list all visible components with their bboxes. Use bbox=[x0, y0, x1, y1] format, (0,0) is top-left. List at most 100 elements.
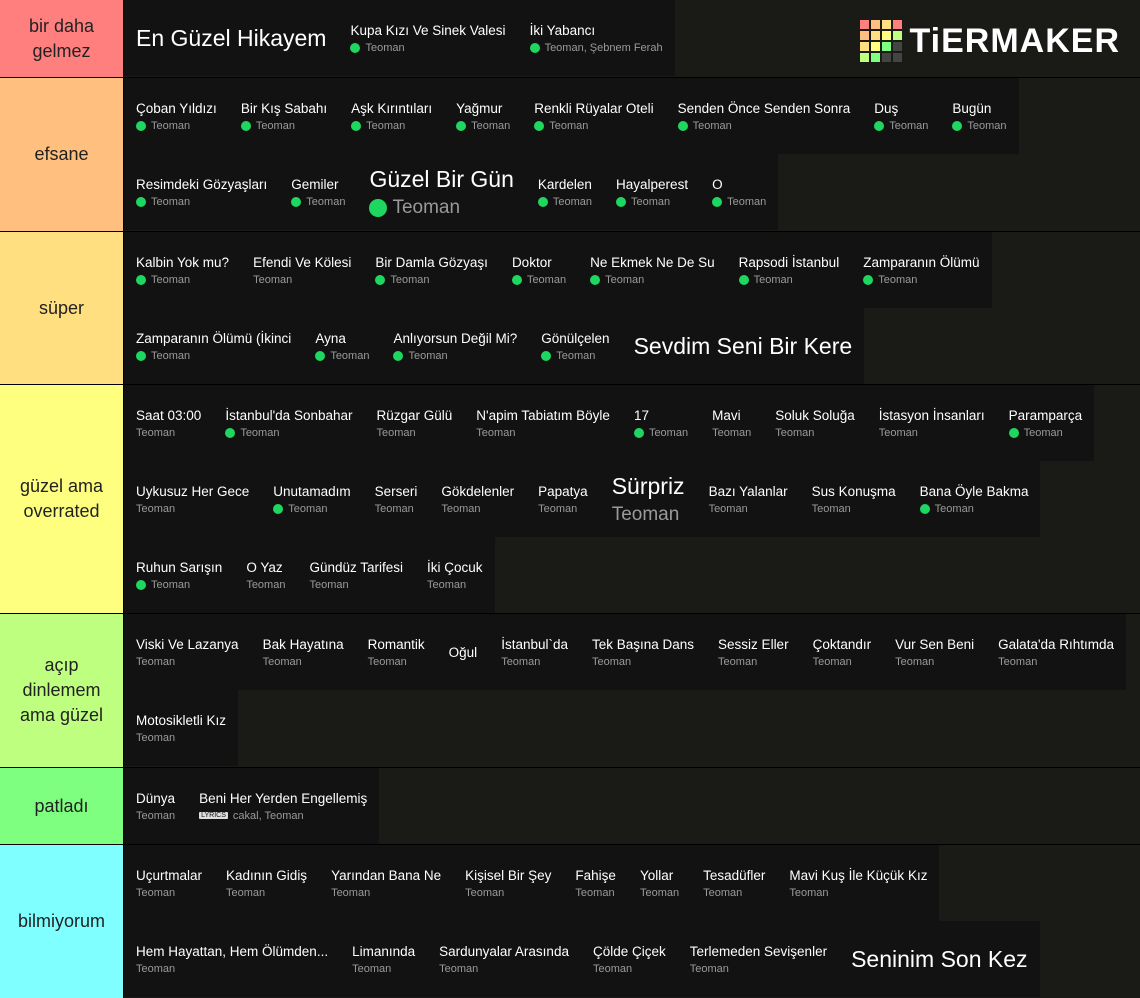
song-tile[interactable]: Sessiz Eller Teoman bbox=[706, 614, 801, 690]
song-tile[interactable]: Oğul bbox=[436, 614, 490, 690]
song-tile[interactable]: Mavi Teoman bbox=[700, 385, 764, 461]
song-tile[interactable]: Viski Ve Lazanya Teoman bbox=[124, 614, 251, 690]
song-tile[interactable]: Yağmur Teoman bbox=[444, 78, 523, 154]
song-tile[interactable]: Sevdim Seni Bir Kere bbox=[621, 308, 865, 384]
song-title: Hem Hayattan, Hem Ölümden... bbox=[136, 943, 329, 959]
song-tile[interactable]: İstanbul`da Teoman bbox=[489, 614, 580, 690]
song-tile[interactable]: Tesadüfler Teoman bbox=[691, 845, 778, 921]
song-tile[interactable]: Dünya Teoman bbox=[124, 768, 188, 844]
tier-items: En Güzel Hikayem Kupa Kızı Ve Sinek Vales… bbox=[124, 0, 1140, 77]
song-artist-line: Teoman bbox=[136, 887, 202, 899]
song-tile[interactable]: Efendi Ve Kölesi Teoman bbox=[241, 232, 364, 308]
tier-row: efsane Çoban Yıldızı Teoman Bir Kış Sabahı T… bbox=[0, 78, 1140, 232]
song-tile[interactable]: Güzel Bir Gün Teoman bbox=[357, 154, 526, 230]
song-tile[interactable]: Vur Sen Beni Teoman bbox=[883, 614, 987, 690]
song-tile[interactable]: Uçurtmalar Teoman bbox=[124, 845, 215, 921]
song-tile[interactable]: İki Çocuk Teoman bbox=[415, 537, 495, 613]
song-tile[interactable]: Gündüz Tarifesi Teoman bbox=[297, 537, 416, 613]
song-tile[interactable]: Ne Ekmek Ne De Su Teoman bbox=[578, 232, 727, 308]
song-tile[interactable]: 17 Teoman bbox=[621, 385, 701, 461]
song-tile[interactable]: En Güzel Hikayem bbox=[124, 0, 339, 76]
song-tile[interactable]: Renkli Rüyalar Oteli Teoman bbox=[522, 78, 666, 154]
song-tile[interactable]: Kişisel Bir Şey Teoman bbox=[453, 845, 564, 921]
song-tile[interactable]: Fahişe Teoman bbox=[563, 845, 628, 921]
song-tile[interactable]: Zamparanın Ölümü (İkinci Teoman bbox=[124, 308, 304, 384]
song-tile[interactable]: Unutamadım Teoman bbox=[261, 461, 363, 537]
song-artist-line: LYRICS cakal, Teoman bbox=[199, 810, 367, 822]
song-tile[interactable]: Ayna Teoman bbox=[303, 308, 382, 384]
song-tile[interactable]: Soluk Soluğa Teoman bbox=[763, 385, 867, 461]
song-tile[interactable]: Hayalperest Teoman bbox=[604, 154, 701, 230]
song-tile[interactable]: Beni Her Yerden Engellemiş LYRICS cakal, T… bbox=[187, 768, 380, 844]
song-tile[interactable]: Yarından Bana Ne Teoman bbox=[319, 845, 454, 921]
song-title: Gündüz Tarifesi bbox=[309, 559, 404, 575]
song-tile[interactable]: O Teoman bbox=[700, 154, 779, 230]
song-artist: Teoman bbox=[934, 502, 974, 515]
song-tile[interactable]: Resimdeki Gözyaşları Teoman bbox=[124, 154, 280, 230]
song-tile[interactable]: Ruhun Sarışın Teoman bbox=[124, 537, 235, 613]
download-icon bbox=[541, 350, 552, 361]
song-tile[interactable]: Anlıyorsun Değil Mi? Teoman bbox=[381, 308, 530, 384]
song-tile[interactable]: Çoktandır Teoman bbox=[800, 614, 884, 690]
song-tile[interactable]: Sürpriz Teoman bbox=[599, 461, 697, 537]
song-artist-line: Teoman bbox=[136, 656, 239, 668]
song-tile[interactable]: Yollar Teoman bbox=[627, 845, 692, 921]
song-tile[interactable]: Çölde Çiçek Teoman bbox=[580, 921, 678, 997]
song-tile[interactable]: Bir Kış Sabahı Teoman bbox=[228, 78, 340, 154]
song-tile[interactable]: Bir Damla Gözyaşı Teoman bbox=[363, 232, 500, 308]
song-tile[interactable]: Bana Öyle Bakma Teoman bbox=[907, 461, 1041, 537]
song-tile[interactable]: Kardelen Teoman bbox=[525, 154, 605, 230]
song-tile[interactable]: Romantik Teoman bbox=[355, 614, 437, 690]
song-tile[interactable]: Seninim Son Kez bbox=[839, 921, 1040, 997]
song-title: En Güzel Hikayem bbox=[136, 24, 327, 51]
song-tile[interactable]: N'apim Tabiatım Böyle Teoman bbox=[464, 385, 622, 461]
song-title: İki Yabancı bbox=[529, 22, 596, 38]
song-title: Sus Konuşma bbox=[811, 483, 896, 499]
song-tile[interactable]: Terlemeden Sevişenler Teoman bbox=[677, 921, 840, 997]
song-tile[interactable]: Paramparça Teoman bbox=[996, 385, 1095, 461]
tier-items: Viski Ve Lazanya Teoman Bak Hayatına Teoman… bbox=[124, 614, 1140, 767]
song-tile[interactable]: Uykusuz Her Gece Teoman bbox=[124, 461, 262, 537]
song-artist: Teoman bbox=[253, 273, 293, 286]
song-tile[interactable]: Bak Hayatına Teoman bbox=[250, 614, 356, 690]
song-tile[interactable]: Rapsodi İstanbul Teoman bbox=[726, 232, 852, 308]
song-tile[interactable]: İstasyon İnsanları Teoman bbox=[866, 385, 997, 461]
song-tile[interactable]: Duş Teoman bbox=[862, 78, 941, 154]
song-artist-line: Teoman bbox=[136, 196, 267, 208]
song-tile[interactable]: İstanbul'da Sonbahar Teoman bbox=[213, 385, 365, 461]
song-artist: Teoman bbox=[240, 426, 280, 439]
song-tile[interactable]: Bugün Teoman bbox=[940, 78, 1019, 154]
song-tile[interactable]: Doktor Teoman bbox=[499, 232, 579, 308]
song-tile[interactable]: Tek Başına Dans Teoman bbox=[579, 614, 707, 690]
song-tile[interactable]: Hem Hayattan, Hem Ölümden... Teoman bbox=[124, 921, 341, 997]
song-tile[interactable]: Serseri Teoman bbox=[362, 461, 430, 537]
song-artist: Teoman bbox=[718, 655, 758, 668]
song-tile[interactable]: İki Yabancı Teoman, Şebnem Ferah bbox=[517, 0, 675, 76]
song-tile[interactable]: Galata'da Rıhtımda Teoman bbox=[986, 614, 1127, 690]
song-tile[interactable]: Kalbin Yok mu? Teoman bbox=[124, 232, 242, 308]
song-artist-line: Teoman bbox=[377, 427, 453, 439]
song-tile[interactable]: Mavi Kuş İle Küçük Kız Teoman bbox=[777, 845, 940, 921]
song-tile[interactable]: Motosikletli Kız Teoman bbox=[124, 690, 239, 766]
song-tile[interactable]: Sardunyalar Arasında Teoman bbox=[427, 921, 581, 997]
song-tile[interactable]: Senden Önce Senden Sonra Teoman bbox=[665, 78, 863, 154]
song-tile[interactable]: Papatya Teoman bbox=[526, 461, 600, 537]
song-artist: Teoman bbox=[226, 886, 266, 899]
song-tile[interactable]: Kupa Kızı Ve Sinek Valesi Teoman bbox=[338, 0, 518, 76]
song-artist-line: Teoman bbox=[541, 350, 609, 362]
song-tile[interactable]: Gemiler Teoman bbox=[279, 154, 358, 230]
song-tile[interactable]: Aşk Kırıntıları Teoman bbox=[339, 78, 445, 154]
song-tile[interactable]: Çoban Yıldızı Teoman bbox=[124, 78, 229, 154]
song-tile[interactable]: Saat 03:00 Teoman bbox=[124, 385, 214, 461]
song-artist-line: Teoman bbox=[592, 656, 694, 668]
song-tile[interactable]: Bazı Yalanlar Teoman bbox=[696, 461, 800, 537]
song-tile[interactable]: Rüzgar Gülü Teoman bbox=[364, 385, 465, 461]
song-tile[interactable]: Zamparanın Ölümü Teoman bbox=[851, 232, 992, 308]
song-tile[interactable]: O Yaz Teoman bbox=[234, 537, 298, 613]
song-tile[interactable]: Gökdelenler Teoman bbox=[429, 461, 527, 537]
song-tile[interactable]: Kadının Gidiş Teoman bbox=[214, 845, 320, 921]
song-tile[interactable]: Gönülçelen Teoman bbox=[529, 308, 622, 384]
song-tile[interactable]: Limanında Teoman bbox=[340, 921, 428, 997]
song-tile[interactable]: Sus Konuşma Teoman bbox=[799, 461, 908, 537]
logo: TiERMAKER bbox=[859, 20, 1121, 62]
